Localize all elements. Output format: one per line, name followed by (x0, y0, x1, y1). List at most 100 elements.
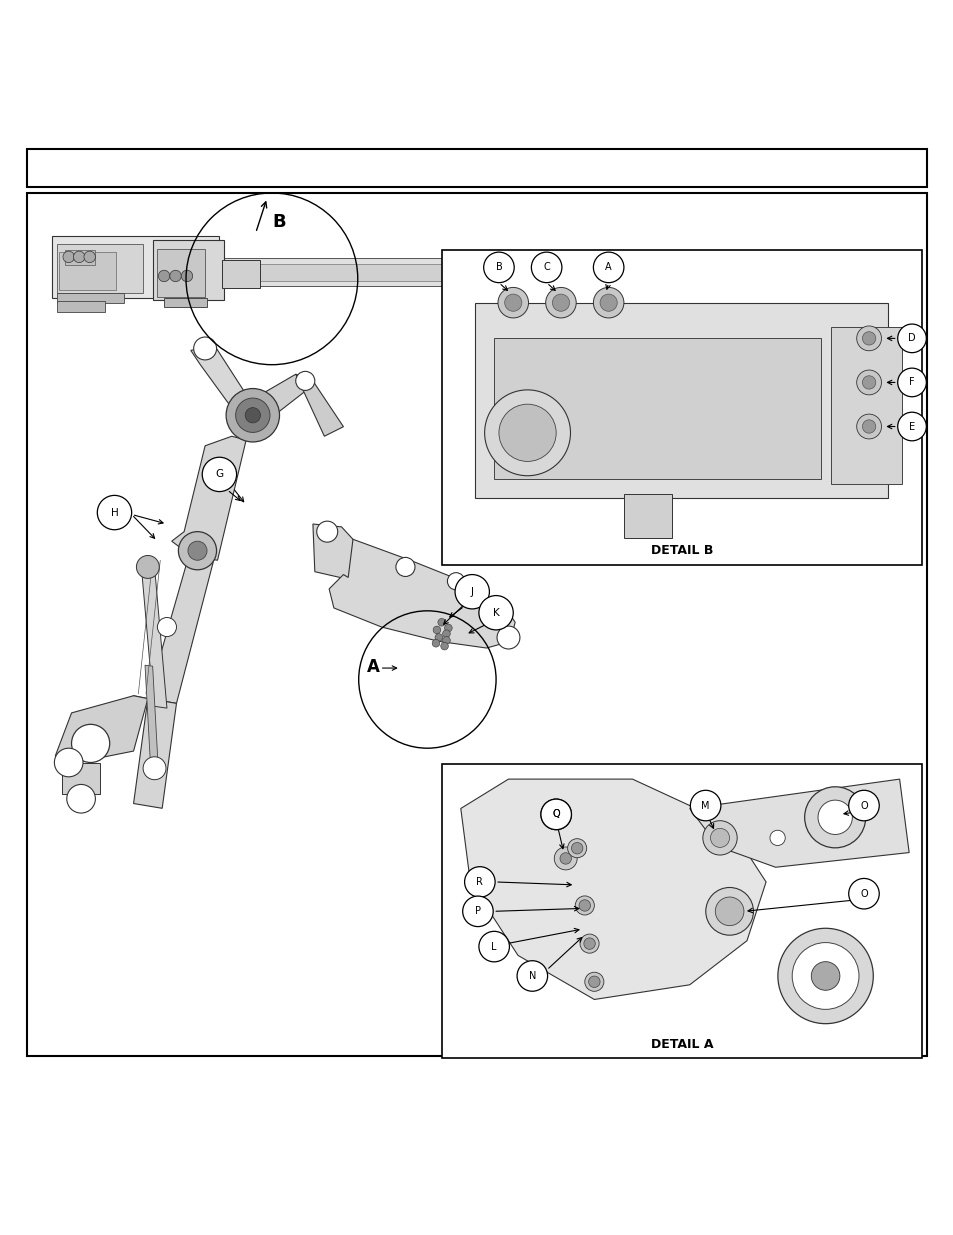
Circle shape (571, 842, 582, 853)
Text: R: R (476, 877, 483, 887)
Circle shape (202, 457, 236, 492)
Circle shape (157, 618, 176, 636)
Circle shape (245, 408, 260, 422)
Text: O: O (860, 889, 867, 899)
Circle shape (516, 259, 523, 268)
Text: N: N (528, 971, 536, 981)
Circle shape (433, 626, 440, 634)
Circle shape (193, 337, 216, 359)
Circle shape (856, 326, 881, 351)
Polygon shape (460, 779, 765, 999)
Circle shape (478, 931, 509, 962)
Text: J: J (470, 587, 474, 597)
Bar (441, 764, 921, 1058)
Circle shape (552, 294, 569, 311)
Circle shape (599, 294, 617, 311)
Polygon shape (172, 436, 246, 561)
Circle shape (497, 288, 528, 317)
Circle shape (97, 495, 132, 530)
Text: B: B (495, 262, 502, 273)
Text: L: L (491, 941, 497, 952)
Circle shape (316, 521, 337, 542)
Bar (494, 337, 821, 479)
Circle shape (525, 259, 533, 268)
Circle shape (497, 626, 519, 648)
Circle shape (545, 288, 576, 317)
Text: A: A (605, 262, 611, 273)
Bar (743, 253, 858, 295)
Circle shape (188, 541, 207, 561)
Circle shape (810, 962, 839, 990)
Circle shape (483, 252, 514, 283)
Polygon shape (145, 666, 158, 771)
Bar (152, 240, 224, 300)
Bar (57, 301, 105, 312)
Circle shape (766, 263, 774, 270)
Circle shape (170, 270, 181, 282)
Circle shape (71, 725, 110, 762)
Text: K: K (492, 608, 499, 618)
Circle shape (897, 324, 925, 353)
Circle shape (504, 294, 521, 311)
Circle shape (579, 934, 598, 953)
Circle shape (540, 799, 571, 830)
Circle shape (769, 830, 784, 846)
Text: C: C (542, 262, 550, 273)
Circle shape (442, 636, 450, 645)
Bar (475, 303, 887, 498)
Circle shape (862, 332, 875, 345)
Polygon shape (148, 556, 213, 704)
Text: DETAIL A: DETAIL A (650, 1037, 713, 1051)
Polygon shape (55, 695, 148, 766)
Circle shape (498, 404, 556, 462)
Circle shape (136, 556, 159, 578)
Circle shape (710, 829, 729, 847)
Circle shape (897, 368, 925, 396)
Text: D: D (907, 333, 915, 343)
Circle shape (226, 389, 279, 442)
Text: E: E (908, 421, 914, 431)
Bar (52, 236, 219, 298)
Polygon shape (689, 779, 908, 867)
Circle shape (462, 897, 493, 926)
Circle shape (848, 790, 879, 821)
Circle shape (575, 895, 594, 915)
Circle shape (54, 748, 83, 777)
Polygon shape (238, 374, 314, 417)
Circle shape (856, 370, 881, 395)
Polygon shape (72, 695, 148, 741)
Circle shape (593, 252, 623, 283)
Circle shape (464, 867, 495, 897)
Circle shape (143, 757, 166, 779)
Circle shape (578, 900, 590, 911)
Circle shape (531, 252, 561, 283)
Circle shape (73, 251, 85, 263)
Circle shape (440, 642, 448, 650)
Circle shape (235, 398, 270, 432)
Circle shape (567, 839, 586, 858)
Text: P: P (475, 906, 480, 916)
Bar (52, 263, 882, 280)
Circle shape (897, 412, 925, 441)
Circle shape (158, 270, 170, 282)
Circle shape (444, 624, 452, 632)
Bar (505, 254, 581, 293)
Circle shape (437, 619, 445, 626)
Circle shape (690, 790, 720, 821)
Circle shape (705, 888, 753, 935)
Text: A: A (367, 658, 379, 676)
Circle shape (791, 942, 858, 1009)
Circle shape (535, 259, 542, 268)
Circle shape (67, 784, 95, 813)
Circle shape (848, 878, 879, 909)
Text: G: G (215, 469, 223, 479)
Text: M: M (700, 800, 709, 810)
Circle shape (517, 961, 547, 992)
Circle shape (803, 787, 864, 848)
Circle shape (593, 288, 623, 317)
Circle shape (178, 531, 216, 569)
Bar (62, 763, 100, 794)
Circle shape (540, 799, 571, 830)
Circle shape (554, 847, 577, 869)
Polygon shape (329, 540, 515, 648)
